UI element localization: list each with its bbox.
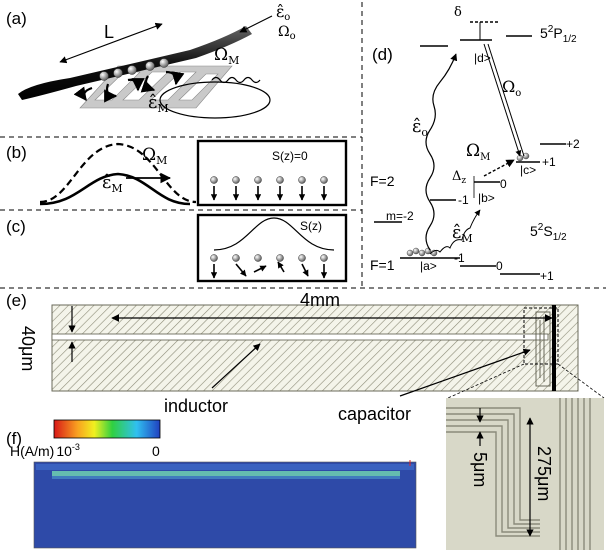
panel-label-d: (d) [372, 45, 393, 64]
panel-a: (a) L [6, 2, 296, 119]
probe-transition [425, 53, 458, 251]
inset-zoom: 5μm 275μm [446, 398, 604, 550]
spins-c [210, 254, 328, 279]
spin-label-b: S(z)=0 [272, 149, 308, 163]
capacitor-pointer [399, 348, 531, 397]
mw-field-label-d: ε̂M [452, 222, 473, 245]
capacitor-label: capacitor [338, 404, 411, 424]
panel-dividers [0, 2, 606, 289]
height-label: 275μm [534, 446, 554, 501]
zoom-connector-left [447, 363, 525, 399]
f1-levels [400, 257, 540, 275]
spin-arrows [73, 70, 185, 103]
f2-m-minus1: -1 [458, 193, 469, 207]
sim-hotline-glow [52, 476, 400, 479]
colorbar [53, 419, 161, 439]
probe-rabi-label-d: Ωo [502, 77, 521, 99]
field-label-b: ε̂M [102, 172, 123, 195]
microwave-rabi-label: ΩM [214, 45, 239, 67]
panel-b: (b) ΩM ε̂M S(z)=0 [6, 139, 348, 207]
probe-rabi-label: Ωo [278, 24, 296, 42]
zoom-connector-right [557, 363, 605, 399]
rabi-label-b: ΩM [142, 145, 167, 167]
inset-background [446, 398, 604, 550]
ket-b: |b> [478, 191, 495, 205]
ket-c: |c> [520, 163, 536, 177]
coupling-transition [483, 43, 525, 157]
capacitor-structure [535, 311, 551, 387]
panel-label-e: (e) [6, 291, 27, 310]
mw-rabi-label-d: ΩM [466, 141, 490, 163]
gap-label: 5μm [470, 452, 490, 487]
width-label-e: 40μm [18, 326, 38, 371]
f2-label: F=2 [370, 173, 395, 189]
excited-state-label: 52P1/2 [540, 24, 577, 45]
probe-field-label: ε̂o [276, 2, 290, 23]
f1-m-plus1: +1 [540, 269, 554, 283]
detuning-label: Δz [452, 169, 466, 186]
colorbar-max: 0 [152, 443, 160, 459]
mode-profile-solid [39, 172, 191, 206]
m-label: m=-2 [386, 209, 414, 223]
ket-d: |d> [474, 51, 491, 65]
ground-state-label: 52S1/2 [530, 222, 567, 243]
panel-e: (e) 4mm 40μm inductor capacitor [6, 290, 605, 424]
capacitor-bar [552, 305, 556, 391]
probe-arrow [239, 15, 273, 33]
length-arrow [59, 22, 163, 64]
inductor-strip [51, 333, 549, 341]
panel-label-c: (c) [6, 217, 26, 236]
panel-label-b: (b) [6, 143, 27, 162]
f2-levels [374, 143, 566, 223]
ket-a: |a> [420, 259, 437, 273]
microwave-field-label: ε̂M [148, 92, 169, 115]
spin-profile-c [213, 217, 335, 251]
f1-label: F=1 [370, 257, 395, 273]
delta-label: δ [454, 5, 462, 20]
panel-label-a: (a) [6, 9, 27, 28]
inductor-pointer [211, 343, 261, 389]
inductor-label: inductor [164, 396, 228, 416]
f2-m-plus2: +2 [566, 137, 580, 151]
spin-label-c: S(z) [300, 219, 322, 233]
atoms [99, 58, 169, 81]
length-label-e: 4mm [300, 290, 340, 310]
spin-box-c [196, 213, 348, 283]
zoom-region [523, 307, 559, 365]
f2-m-plus1: +1 [542, 155, 556, 169]
probe-field-label-d: ε̂o [412, 116, 428, 139]
f1-m-0: 0 [496, 259, 503, 273]
panel-d: (d) δ 52P1/2 |d> F=2 m=-2 -1 0 +1 +2 |c>… [370, 5, 580, 283]
mw-transition [483, 159, 515, 177]
panel-label-f: (f) [6, 429, 22, 448]
f1-m-minus1: -1 [454, 251, 465, 265]
panel-c: (c) S(z) [6, 213, 348, 283]
field-loop [159, 81, 271, 119]
f2-m-0: 0 [500, 177, 507, 191]
mode-profile-dashed [39, 142, 197, 204]
panel-f: (f) H(A/m) 10-3 0 [6, 419, 417, 549]
excited-levels [420, 21, 532, 47]
spin-box-b [196, 139, 348, 207]
spins-b [210, 176, 328, 201]
sim-edge-bright [36, 464, 414, 470]
colorbar-label: H(A/m) 10-3 [10, 442, 80, 459]
length-label: L [104, 22, 114, 42]
microwave-wave [211, 76, 261, 84]
mw-field-transition [429, 209, 481, 255]
sim-hotline [52, 471, 400, 476]
